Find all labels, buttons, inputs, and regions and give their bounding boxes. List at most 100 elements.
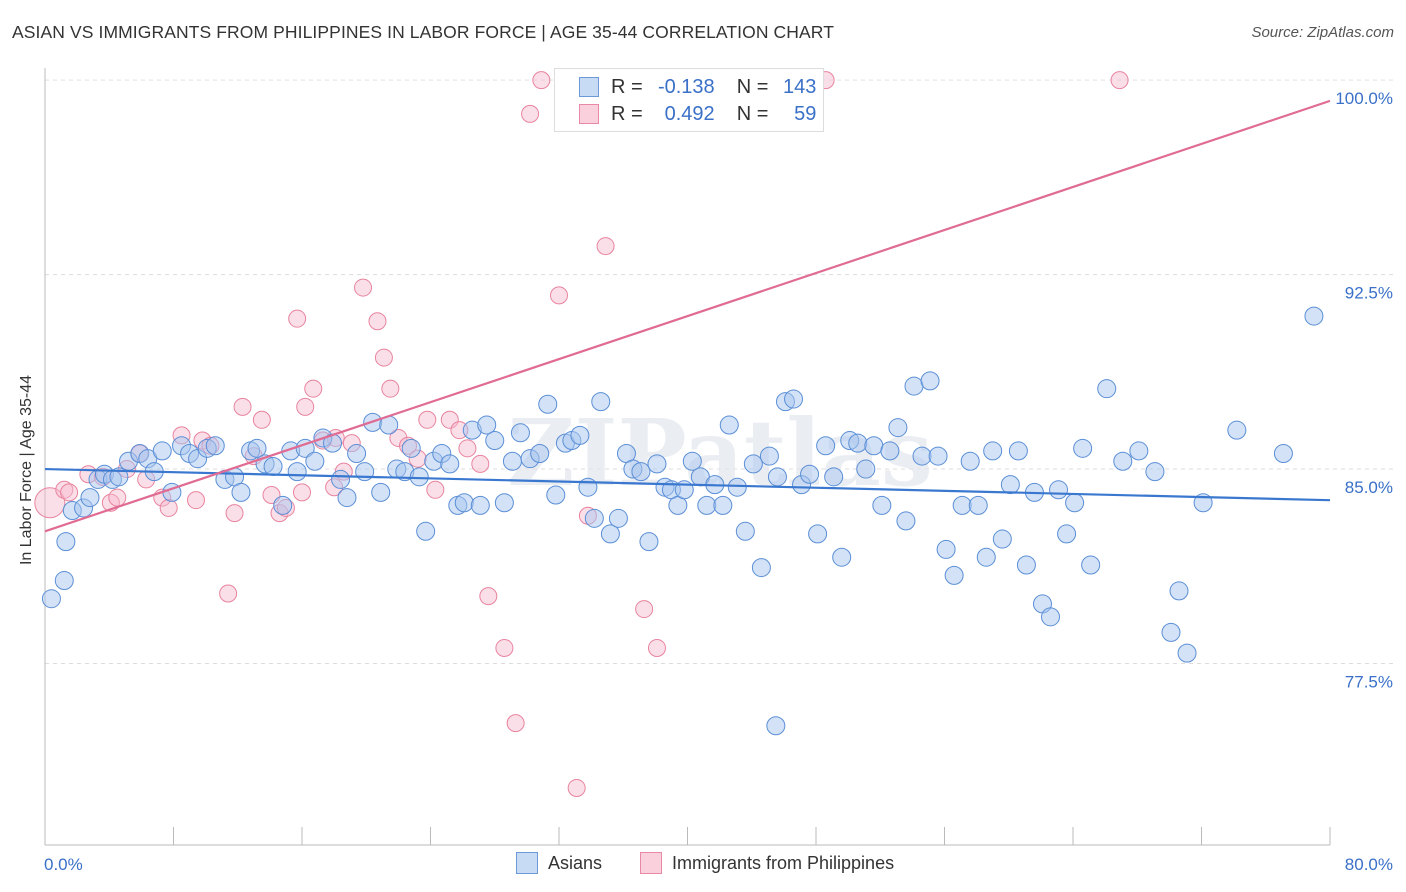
philippines-point <box>374 348 393 367</box>
y-tick-label: 77.5% <box>1345 673 1393 692</box>
asian-point <box>1227 420 1247 440</box>
tick-labels: 77.5% 85.0% 92.5% 100.0% 0.0% 80.0% <box>44 89 1393 874</box>
philippines-point <box>354 278 373 297</box>
asian-point <box>759 446 779 466</box>
legend-label: Asians <box>548 852 603 873</box>
asians-swatch <box>579 77 599 97</box>
philippines-point <box>233 397 252 416</box>
asian-point <box>1016 555 1036 575</box>
asian-point <box>727 477 747 497</box>
asian-point <box>904 376 924 396</box>
legend-item-asians[interactable]: Asians <box>516 852 602 874</box>
asian-point <box>743 454 763 474</box>
stats-row-asians: R = -0.138 N = 143 <box>579 74 816 100</box>
asian-point <box>1057 524 1077 544</box>
philippines-point <box>567 778 586 797</box>
asian-point <box>263 456 283 476</box>
philippines-trend-line <box>44 99 1331 533</box>
philippines-point <box>108 488 127 507</box>
asian-point <box>1129 441 1149 461</box>
asian-point <box>1113 451 1133 471</box>
trend-lines <box>44 99 1331 533</box>
r-label: R = <box>611 75 643 98</box>
axes <box>44 68 1331 846</box>
asian-point <box>470 495 490 515</box>
asian-point <box>751 558 771 578</box>
asian-point <box>960 451 980 471</box>
philippines-point <box>225 504 244 523</box>
asian-point <box>205 436 225 456</box>
philippines-point <box>458 439 477 458</box>
asian-point <box>347 444 367 463</box>
asian-point <box>735 521 755 541</box>
asian-point <box>41 589 61 609</box>
legend-item-philippines[interactable]: Immigrants from Philippines <box>640 852 894 874</box>
asian-point <box>454 493 474 513</box>
asian-point <box>538 394 558 414</box>
x-tick-label: 0.0% <box>44 855 83 874</box>
asian-point <box>440 454 460 474</box>
stats-row-philippines: R = 0.492 N = 59 <box>579 101 816 127</box>
chart-title: ASIAN VS IMMIGRANTS FROM PHILIPPINES IN … <box>12 22 835 42</box>
asian-point <box>1065 493 1085 513</box>
philippines-point <box>418 410 437 429</box>
asian-point <box>1169 581 1189 601</box>
asian-point <box>639 532 659 552</box>
asian-point <box>952 495 972 515</box>
asian-point <box>968 495 988 515</box>
philippines-point <box>532 71 551 90</box>
asian-point <box>719 415 739 435</box>
asian-point <box>305 451 325 471</box>
asian-point <box>1145 462 1165 482</box>
asian-point <box>530 444 550 463</box>
asian-point <box>416 521 436 541</box>
asian-point <box>766 716 786 736</box>
asian-point <box>856 459 876 479</box>
asian-point <box>864 436 884 456</box>
asian-point <box>584 508 604 528</box>
philippines-point <box>596 237 615 256</box>
x-tick-label: 80.0% <box>1345 855 1393 874</box>
asian-point <box>502 451 522 471</box>
asian-point <box>56 532 76 552</box>
asian-point <box>920 371 940 391</box>
asian-point <box>992 529 1012 549</box>
philippines-point <box>159 498 178 517</box>
asian-point <box>578 477 598 497</box>
philippines-point <box>506 714 525 733</box>
asian-point <box>784 389 804 409</box>
source-credit: Source: ZipAtlas.com <box>1251 24 1394 41</box>
asian-point <box>247 438 267 458</box>
philippines-point <box>296 397 315 416</box>
asians-trend-line <box>44 467 1331 502</box>
asian-point <box>1304 306 1324 326</box>
philippines-point <box>293 483 311 502</box>
asian-point <box>800 464 820 484</box>
asian-point <box>510 423 530 443</box>
asian-point <box>1273 444 1293 463</box>
philippines-point <box>389 428 408 447</box>
r-label: R = <box>611 102 643 125</box>
asian-point <box>477 415 497 435</box>
asian-point <box>371 482 391 502</box>
philippines-point <box>550 286 568 305</box>
asian-point <box>816 436 836 456</box>
asian-point <box>1081 555 1101 575</box>
philippines-point <box>521 104 540 123</box>
asian-point <box>600 524 620 544</box>
asian-point <box>295 438 315 458</box>
asian-point <box>1161 622 1181 642</box>
asian-point <box>848 433 868 453</box>
asian-point <box>608 508 628 528</box>
asian-point <box>287 462 307 482</box>
asian-point <box>109 467 129 487</box>
asian-point <box>872 495 892 515</box>
n-label: N = <box>736 75 769 98</box>
y-axis-label: In Labor Force | Age 35-44 <box>18 374 35 566</box>
asian-point <box>647 454 667 474</box>
asian-point <box>152 441 172 461</box>
asian-point <box>546 485 566 505</box>
philippines-point <box>495 638 514 657</box>
asian-point <box>976 547 996 567</box>
